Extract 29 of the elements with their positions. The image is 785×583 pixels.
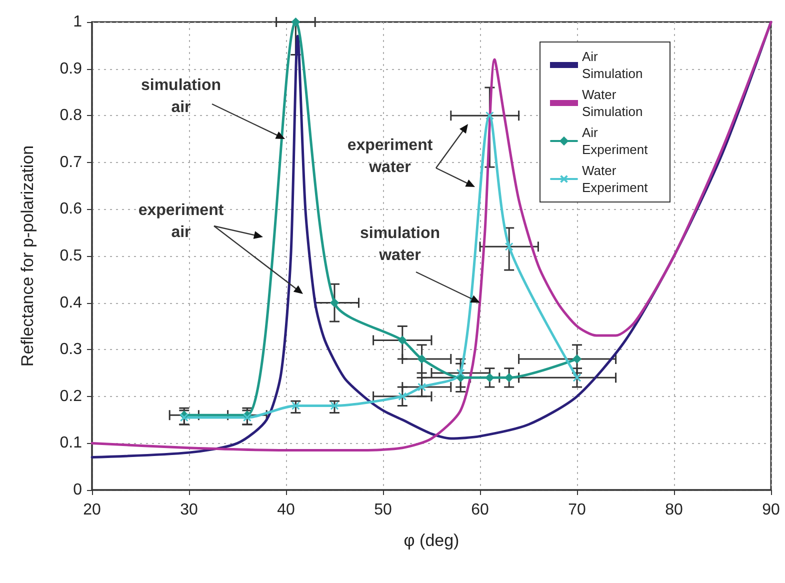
y-tick-label: 0 [73, 482, 82, 498]
y-tick-label: 0.2 [60, 388, 82, 405]
annotation: simulation water [360, 225, 440, 264]
x-tick-label: 90 [762, 502, 780, 518]
x-tick-label: 50 [374, 502, 392, 518]
y-tick-label: 0.9 [60, 60, 82, 78]
y-tick-label: 0.1 [60, 434, 82, 452]
x-tick-label: 60 [471, 502, 489, 518]
legend-label: Air Experiment [582, 125, 648, 157]
y-tick-label: 0.4 [60, 294, 82, 312]
x-tick-label: 40 [277, 502, 295, 518]
legend-label: Water Experiment [582, 163, 648, 195]
legend-label: Water Simulation [582, 87, 643, 119]
x-tick-label: 20 [83, 502, 101, 518]
y-axis-title: Reflectance for p-polarization [18, 145, 37, 367]
x-axis-title: φ (deg) [404, 531, 460, 550]
y-tick-label: 0.6 [60, 200, 82, 218]
annotation: simulation air [140, 77, 222, 116]
y-tick-label: 1 [73, 14, 82, 30]
y-tick-label: 0.3 [60, 341, 82, 358]
y-tick-label: 0.8 [60, 107, 82, 124]
y-tick-label: 0.7 [60, 154, 82, 171]
legend-label: Air Simulation [582, 49, 643, 81]
y-tick-label: 0.5 [60, 248, 82, 264]
annotation: experiment air [138, 202, 224, 241]
x-tick-label: 70 [568, 502, 586, 518]
x-tick-label: 30 [180, 502, 198, 518]
annotation: experiment water [347, 137, 434, 176]
x-tick-label: 80 [665, 502, 683, 518]
